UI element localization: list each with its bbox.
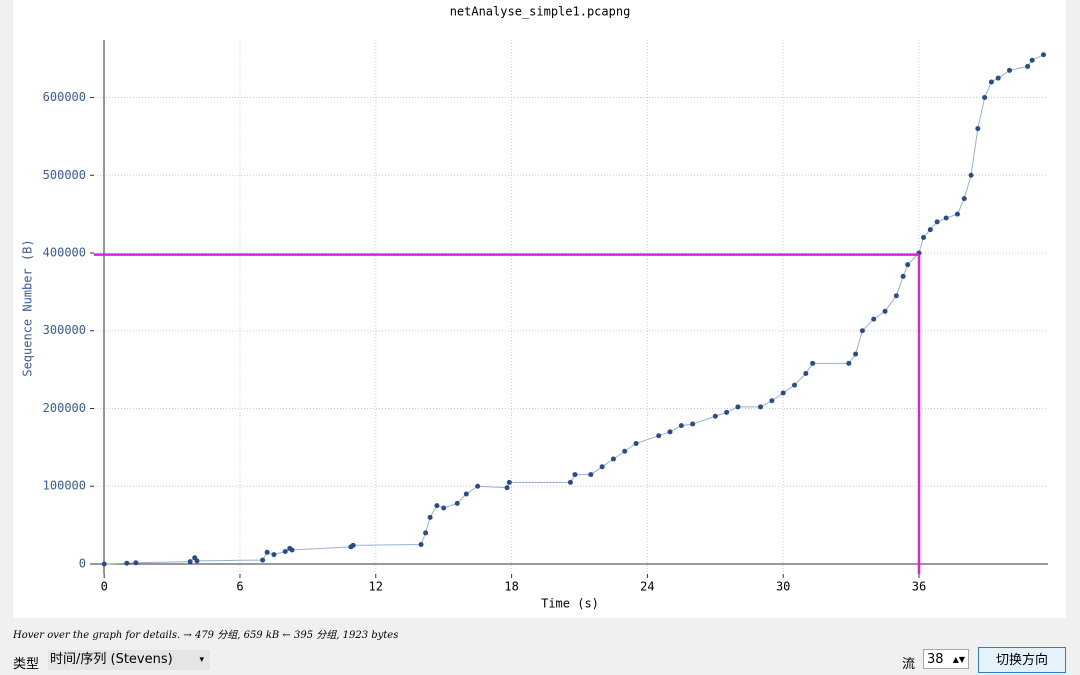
x-tick-label: 24 <box>640 580 654 594</box>
data-point <box>133 560 139 566</box>
data-point <box>475 483 481 489</box>
data-point <box>1029 57 1035 63</box>
data-point <box>712 413 718 419</box>
x-tick-label: 6 <box>236 580 243 594</box>
x-axis-label: Time (s) <box>541 597 599 611</box>
data-point <box>803 371 809 377</box>
y-tick-label: 0 <box>79 556 86 570</box>
data-point <box>735 404 741 410</box>
x-tick-label: 12 <box>369 580 383 594</box>
data-point <box>350 542 356 548</box>
data-point <box>282 549 288 555</box>
data-point <box>758 404 764 410</box>
data-point <box>271 552 277 558</box>
data-point <box>934 219 940 225</box>
data-point <box>423 530 429 536</box>
data-point <box>441 505 447 511</box>
data-point <box>905 262 911 268</box>
data-point <box>792 382 798 388</box>
data-point <box>427 514 433 520</box>
data-point <box>610 456 616 462</box>
data-point <box>599 464 605 470</box>
data-point <box>769 398 775 404</box>
stream-label: 流 <box>902 657 916 672</box>
data-point <box>463 491 469 497</box>
data-point <box>690 421 696 427</box>
data-point <box>504 485 510 491</box>
data-point <box>633 440 639 446</box>
data-point <box>724 409 730 415</box>
data-point <box>572 472 578 478</box>
type-value: 时间/序列 (Stevens) <box>50 652 173 667</box>
data-point <box>921 234 927 240</box>
x-tick-label: 0 <box>101 580 108 594</box>
data-point <box>943 215 949 221</box>
data-point <box>622 448 628 454</box>
switch-direction-button[interactable]: 切换方向 <box>978 647 1066 673</box>
y-axis-label: Sequence Number (B) <box>21 239 35 376</box>
data-point <box>900 273 906 279</box>
data-point <box>961 196 967 202</box>
data-point <box>434 503 440 509</box>
data-point <box>1040 52 1046 58</box>
chart: netAnalyse_simple1.pcapng Time (s) Seque… <box>13 0 1066 618</box>
data-point <box>289 547 295 553</box>
data-point <box>418 542 424 548</box>
data-point <box>846 360 852 366</box>
data-point <box>264 549 270 555</box>
data-point <box>567 479 573 485</box>
data-point <box>780 390 786 396</box>
data-point <box>982 95 988 101</box>
data-point <box>667 429 673 435</box>
chart-title: netAnalyse_simple1.pcapng <box>450 5 631 19</box>
x-tick-label: 36 <box>912 580 926 594</box>
data-point <box>810 360 816 366</box>
y-tick-label: 400000 <box>43 246 86 260</box>
plot-background <box>13 0 1066 618</box>
data-point <box>975 126 981 132</box>
data-point <box>882 308 888 314</box>
data-point <box>656 433 662 439</box>
data-point <box>124 560 130 566</box>
data-point <box>194 558 200 564</box>
data-point <box>187 559 193 565</box>
data-point <box>871 316 877 322</box>
status-text: Hover over the graph for details. → 479 … <box>13 630 399 641</box>
stream-spinbox[interactable]: 38 ▲▼ <box>923 649 969 669</box>
y-tick-label: 500000 <box>43 168 86 182</box>
y-tick-label: 600000 <box>43 90 86 104</box>
data-point <box>927 227 933 233</box>
data-point <box>893 293 899 299</box>
x-tick-label: 18 <box>504 580 518 594</box>
stream-value: 38 <box>927 652 944 667</box>
data-point <box>968 172 974 178</box>
data-point <box>588 472 594 478</box>
y-tick-label: 300000 <box>43 323 86 337</box>
data-point <box>506 479 512 485</box>
data-point <box>859 328 865 334</box>
type-label: 类型 <box>13 657 40 672</box>
data-point <box>1007 67 1013 73</box>
data-point <box>1025 63 1031 69</box>
x-tick-label: 30 <box>776 580 790 594</box>
y-tick-label: 100000 <box>43 479 86 493</box>
data-point <box>260 557 266 563</box>
data-point <box>454 500 460 506</box>
y-tick-label: 200000 <box>43 401 86 415</box>
data-point <box>988 79 994 85</box>
data-point <box>995 75 1001 81</box>
type-dropdown[interactable]: 时间/序列 (Stevens) ▾ <box>48 650 210 670</box>
data-point <box>101 561 107 567</box>
data-point <box>678 423 684 429</box>
data-point <box>853 351 859 357</box>
data-point <box>954 211 960 217</box>
